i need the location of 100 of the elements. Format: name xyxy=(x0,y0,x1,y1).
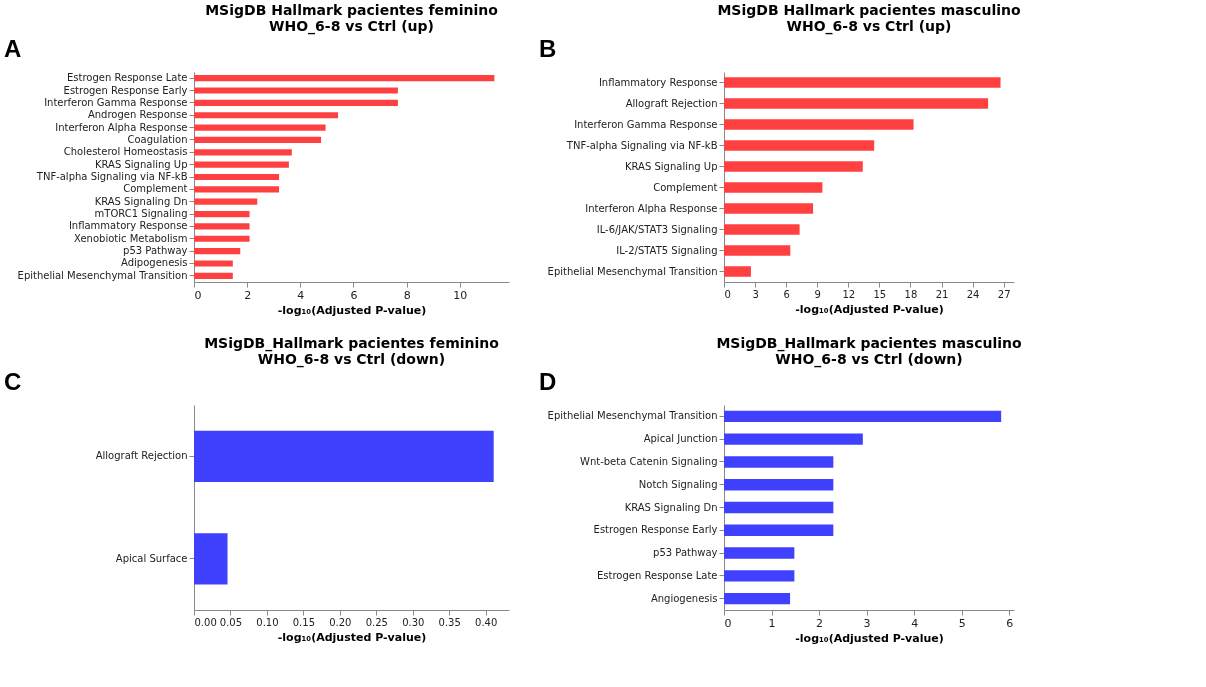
bar xyxy=(724,570,795,582)
y-tick-label: Complement xyxy=(123,183,188,195)
x-tick-label: 0 xyxy=(724,288,731,300)
y-tick-label: p53 Pathway xyxy=(653,547,718,559)
bar xyxy=(194,173,280,181)
bar xyxy=(194,136,322,144)
x-tick-label: 6 xyxy=(350,288,358,302)
x-tick-label: 18 xyxy=(904,288,918,300)
bar xyxy=(724,592,791,605)
bar xyxy=(724,524,834,536)
y-tick-label: IL-2/STAT5 Signaling xyxy=(616,244,718,256)
y-tick-label: Interferon Alpha Response xyxy=(585,202,718,214)
bar xyxy=(724,98,989,109)
bar xyxy=(194,248,241,255)
bar xyxy=(194,112,339,119)
y-tick-label: Epithelial Mesenchymal Transition xyxy=(17,269,188,281)
bar xyxy=(194,124,326,131)
y-tick-label: Epithelial Mesenchymal Transition xyxy=(547,410,718,422)
bar xyxy=(194,210,250,218)
bar xyxy=(724,140,875,151)
bar xyxy=(194,99,398,106)
x-axis-title: -log₁₀(Adjusted P-value) xyxy=(277,303,427,317)
y-tick-label: Estrogen Response Early xyxy=(593,524,718,536)
bar xyxy=(194,198,258,205)
x-tick-label: 3 xyxy=(863,616,871,630)
x-tick-label: 0.40 xyxy=(475,616,498,628)
text: A xyxy=(4,35,22,62)
y-tick-label: Wnt-beta Catenin Signaling xyxy=(580,455,718,467)
x-tick-label: 21 xyxy=(935,288,949,300)
chart-title: MSigDB_Hallmark pacientes feminino WHO_6-8 vs Ctrl (down) xyxy=(204,335,500,368)
x-tick-label: 0.05 xyxy=(219,616,243,628)
bar xyxy=(724,203,814,214)
bar xyxy=(194,223,250,230)
y-tick-label: KRAS Signaling Dn xyxy=(94,195,188,207)
x-tick-label: 1 xyxy=(768,616,776,630)
bar xyxy=(724,224,800,235)
x-tick-label: 0.10 xyxy=(256,616,279,628)
x-tick-label: 8 xyxy=(403,288,411,302)
chart-title: MSigDB_Hallmark pacientes masculino WHO_6-8 vs Ctrl (down) xyxy=(716,335,1022,368)
x-tick-label: 0.30 xyxy=(402,616,425,628)
x-axis-title: -log₁₀(Adjusted P-value) xyxy=(795,631,944,645)
y-tick-label: Apical Surface xyxy=(115,552,188,564)
y-tick-label: Interferon Gamma Response xyxy=(44,96,188,108)
text: D xyxy=(539,368,557,395)
bar xyxy=(194,149,292,156)
x-tick-label: 15 xyxy=(873,288,887,300)
y-tick-label: Androgen Response xyxy=(87,109,188,121)
y-tick-label: Allograft Rejection xyxy=(625,97,718,109)
y-tick-label: TNF-alpha Signaling via NF-kB xyxy=(35,171,188,182)
y-tick-label: Cholesterol Homeostasis xyxy=(63,146,188,158)
y-tick-label: mTORC1 Signaling xyxy=(94,208,188,220)
bar xyxy=(194,235,250,242)
y-tick-label: Coagulation xyxy=(127,133,188,145)
x-tick-label: 27 xyxy=(997,288,1011,300)
x-axis-title: -log₁₀(Adjusted P-value) xyxy=(277,630,427,644)
bar xyxy=(194,161,289,168)
text: C xyxy=(4,368,22,395)
bar xyxy=(194,186,280,193)
x-tick-label: 0.35 xyxy=(438,616,461,628)
y-tick-label: KRAS Signaling Up xyxy=(95,158,188,170)
y-tick-label: Apical Junction xyxy=(643,433,718,445)
y-tick-label: Epithelial Mesenchymal Transition xyxy=(547,265,718,277)
x-tick-label: 2 xyxy=(244,288,252,302)
y-tick-label: Notch Signaling xyxy=(638,478,718,490)
y-tick-label: Xenobiotic Metabolism xyxy=(74,232,188,244)
bar xyxy=(194,272,233,279)
x-tick-label: 10 xyxy=(453,288,468,302)
y-tick-label: Complement xyxy=(653,181,718,193)
x-tick-label: 4 xyxy=(911,616,919,630)
x-tick-label: 9 xyxy=(814,288,821,300)
bar xyxy=(724,410,1002,423)
y-tick-label: TNF-alpha Signaling via NF-kB xyxy=(565,139,718,151)
y-tick-label: Allograft Rejection xyxy=(95,450,188,462)
x-tick-label: 12 xyxy=(842,288,856,300)
x-tick-label: 6 xyxy=(783,288,790,300)
y-tick-label: Adipogenesis xyxy=(121,257,188,269)
x-tick-label: 0 xyxy=(724,616,732,630)
bar xyxy=(724,119,914,130)
bar xyxy=(724,77,1001,88)
bar xyxy=(724,245,791,256)
x-tick-label: 0.25 xyxy=(365,616,388,628)
x-tick-label: 0.00 xyxy=(194,616,217,628)
x-tick-label: 4 xyxy=(297,288,305,302)
x-tick-label: 0 xyxy=(194,288,202,302)
y-tick-label: Interferon Gamma Response xyxy=(574,118,718,130)
x-tick-label: 2 xyxy=(816,616,824,630)
bar xyxy=(194,260,233,267)
x-tick-label: 0.20 xyxy=(329,616,352,628)
x-tick-label: 24 xyxy=(966,288,980,300)
x-tick-label: 6 xyxy=(1006,616,1014,630)
bar xyxy=(724,266,751,277)
x-tick-label: 0.15 xyxy=(292,616,316,628)
y-tick-label: Angiogenesis xyxy=(650,592,718,604)
y-tick-label: Interferon Alpha Response xyxy=(55,121,188,133)
y-tick-label: KRAS Signaling Up xyxy=(625,160,718,172)
y-tick-label: Inflammatory Response xyxy=(68,220,188,232)
bar xyxy=(724,161,863,172)
text: B xyxy=(539,35,557,62)
bar xyxy=(724,456,834,468)
y-tick-label: Estrogen Response Late xyxy=(67,72,188,84)
